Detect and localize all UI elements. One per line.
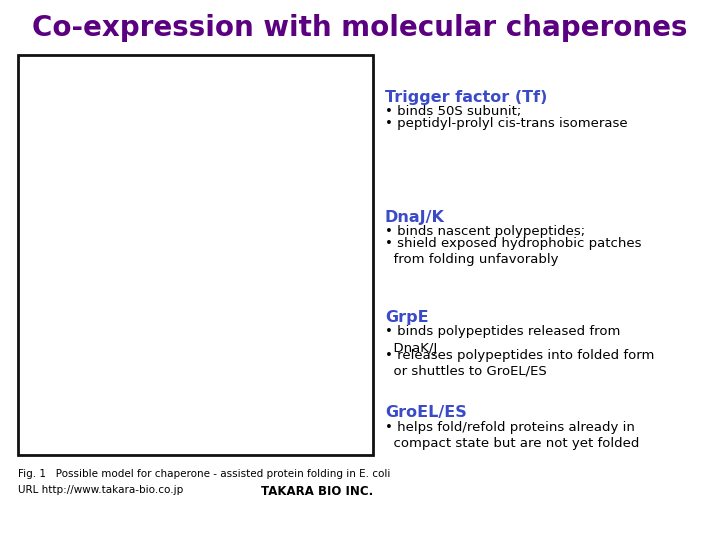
Text: Trigger factor (Tf): Trigger factor (Tf): [385, 90, 547, 105]
Text: TAKARA BIO INC.: TAKARA BIO INC.: [261, 485, 373, 498]
Text: GrpE: GrpE: [385, 310, 428, 325]
Text: • releases polypeptides into folded form
  or shuttles to GroEL/ES: • releases polypeptides into folded form…: [385, 348, 654, 378]
Text: • binds polypeptides released from
  DnaK/J: • binds polypeptides released from DnaK/…: [385, 326, 621, 355]
Text: Fig. 1   Possible model for chaperone - assisted protein folding in E. coli: Fig. 1 Possible model for chaperone - as…: [18, 469, 390, 479]
Text: • shield exposed hydrophobic patches
  from folding unfavorably: • shield exposed hydrophobic patches fro…: [385, 237, 642, 267]
Text: Co-expression with molecular chaperones: Co-expression with molecular chaperones: [32, 14, 688, 42]
Text: GroEL/ES: GroEL/ES: [385, 405, 467, 420]
Text: • helps fold/refold proteins already in
  compact state but are not yet folded: • helps fold/refold proteins already in …: [385, 421, 639, 450]
Text: • peptidyl-prolyl cis-trans isomerase: • peptidyl-prolyl cis-trans isomerase: [385, 117, 628, 130]
Text: DnaJ/K: DnaJ/K: [385, 210, 445, 225]
Text: URL http://www.takara-bio.co.jp: URL http://www.takara-bio.co.jp: [18, 485, 184, 495]
FancyBboxPatch shape: [18, 55, 373, 455]
Text: • binds nascent polypeptides;: • binds nascent polypeptides;: [385, 226, 585, 239]
Text: • binds 50S subunit;: • binds 50S subunit;: [385, 105, 521, 118]
